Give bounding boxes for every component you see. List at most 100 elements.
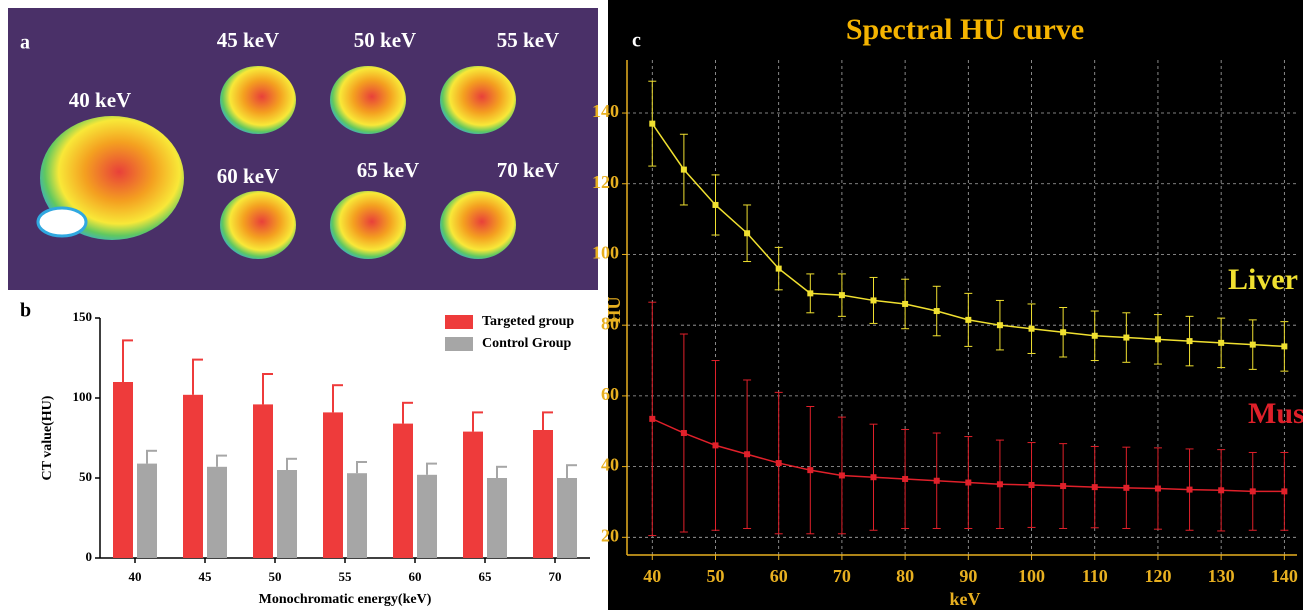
y-tick-label: 0	[86, 549, 93, 564]
x-tick-label: 120	[1144, 566, 1171, 586]
x-tick-label: 45	[199, 569, 213, 584]
y-tick-label: 20	[601, 525, 619, 545]
y-axis-label: CT value(HU)	[40, 395, 55, 480]
marker	[934, 308, 940, 314]
panel-label: a	[20, 32, 30, 54]
marker	[965, 317, 971, 323]
marker	[1250, 488, 1256, 494]
x-axis-label: Monochromatic energy(keV)	[259, 592, 432, 607]
marker	[744, 451, 750, 457]
bar	[417, 475, 437, 558]
x-tick-label: 140	[1271, 566, 1298, 586]
marker	[1187, 338, 1193, 344]
marker	[1281, 488, 1287, 494]
series-label: Liver	[1228, 263, 1298, 296]
ct-image	[220, 191, 296, 259]
marker	[1123, 335, 1129, 341]
marker	[902, 301, 908, 307]
marker	[997, 322, 1003, 328]
bar	[557, 478, 577, 558]
x-tick-label: 50	[706, 566, 724, 586]
marker	[1060, 483, 1066, 489]
marker	[1092, 333, 1098, 339]
x-axis-label: keV	[950, 589, 981, 609]
bar	[277, 470, 297, 558]
legend-swatch	[445, 315, 473, 329]
y-axis-label: HU	[604, 296, 624, 323]
marker	[871, 474, 877, 480]
marker	[1187, 487, 1193, 493]
marker	[681, 430, 687, 436]
y-tick-label: 100	[73, 389, 93, 404]
marker	[839, 472, 845, 478]
marker	[1218, 340, 1224, 346]
image-label: 40 keV	[69, 88, 131, 112]
ct-image	[38, 208, 86, 236]
marker	[902, 476, 908, 482]
panel-label: c	[632, 30, 641, 52]
chart-title: Spectral HU curve	[846, 13, 1084, 46]
bar	[183, 395, 203, 558]
bar	[113, 382, 133, 558]
bar	[347, 473, 367, 558]
x-tick-label: 60	[409, 569, 422, 584]
x-tick-label: 40	[643, 566, 661, 586]
marker	[712, 442, 718, 448]
bar	[323, 412, 343, 558]
image-label: 45 keV	[217, 28, 279, 52]
marker	[712, 202, 718, 208]
marker	[807, 290, 813, 296]
image-label: 65 keV	[357, 158, 419, 182]
y-tick-label: 140	[592, 101, 619, 121]
bar	[137, 464, 157, 558]
legend-label: Control Group	[482, 336, 572, 351]
marker	[1155, 486, 1161, 492]
bar	[463, 432, 483, 558]
x-tick-label: 80	[896, 566, 914, 586]
y-tick-label: 40	[601, 455, 619, 475]
x-tick-label: 65	[479, 569, 493, 584]
image-label: 60 keV	[217, 164, 279, 188]
marker	[1218, 487, 1224, 493]
x-tick-label: 70	[549, 569, 562, 584]
bar	[253, 404, 273, 558]
bar	[487, 478, 507, 558]
marker	[997, 481, 1003, 487]
ct-image	[330, 191, 406, 259]
marker	[1281, 343, 1287, 349]
figure: a 40 keV 45 keV 50 keV 55 keV 60 keV 65 …	[0, 0, 1303, 610]
panel-label: b	[20, 300, 31, 322]
bar	[393, 424, 413, 558]
marker	[1029, 482, 1035, 488]
image-label: 50 keV	[354, 28, 416, 52]
marker	[681, 167, 687, 173]
ct-image	[440, 66, 516, 134]
marker	[649, 121, 655, 127]
legend-swatch	[445, 337, 473, 351]
marker	[934, 478, 940, 484]
marker	[1060, 329, 1066, 335]
y-tick-label: 150	[73, 309, 93, 324]
marker	[649, 416, 655, 422]
marker	[1029, 326, 1035, 332]
marker	[1092, 484, 1098, 490]
x-tick-label: 40	[129, 569, 142, 584]
image-label: 70 keV	[497, 158, 559, 182]
x-tick-label: 130	[1208, 566, 1235, 586]
marker	[776, 266, 782, 272]
panel-c-background	[608, 0, 1303, 610]
marker	[965, 480, 971, 486]
x-tick-label: 70	[833, 566, 851, 586]
bar	[207, 467, 227, 558]
x-tick-label: 90	[959, 566, 977, 586]
ct-image	[440, 191, 516, 259]
x-tick-label: 55	[339, 569, 353, 584]
y-tick-label: 60	[601, 384, 619, 404]
x-tick-label: 60	[770, 566, 788, 586]
marker	[1123, 485, 1129, 491]
legend-label: Targeted group	[482, 314, 574, 329]
marker	[839, 292, 845, 298]
marker	[807, 467, 813, 473]
ct-image	[220, 66, 296, 134]
x-tick-label: 110	[1082, 566, 1108, 586]
